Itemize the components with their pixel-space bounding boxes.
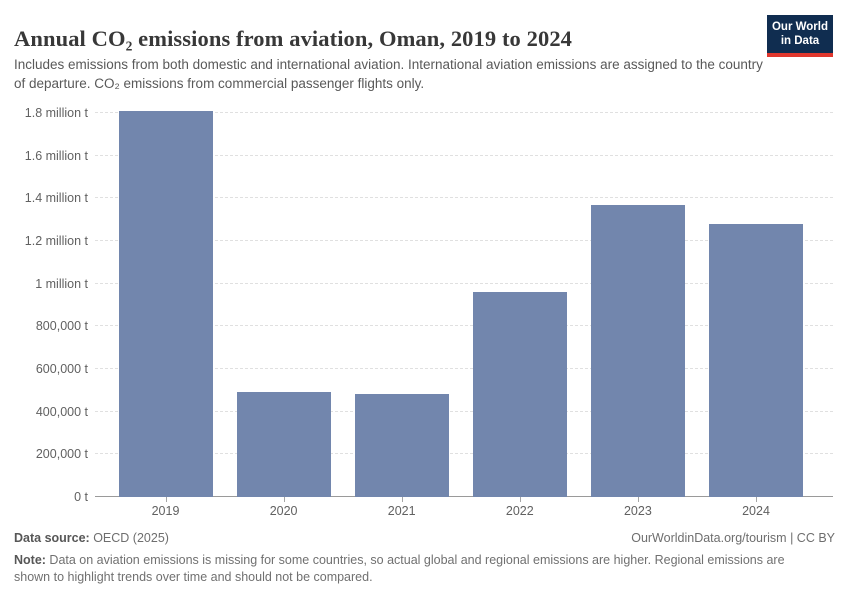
- owid-logo[interactable]: Our World in Data: [767, 15, 833, 57]
- x-axis-label: 2022: [505, 504, 534, 518]
- gridline: [95, 197, 833, 199]
- x-axis-line: [95, 496, 833, 497]
- y-axis-tick-label: 1.6 million t: [24, 148, 88, 163]
- gridline: [95, 453, 833, 455]
- y-axis-tick-label: 200,000 t: [35, 447, 88, 462]
- gridline: [95, 410, 833, 412]
- y-axis: 0 t 200,000 t 400,000 t 600,000 t 800,000 t 1…: [0, 106, 88, 504]
- gridline: [95, 240, 833, 241]
- y-axis-tick-label: 1.8 million t: [24, 106, 88, 120]
- logo-line-1: Our World: [771, 21, 828, 33]
- page-title: Annual CO₂ emissions from aviation, Oman…: [14, 26, 573, 52]
- bar-2022[interactable]: [472, 292, 567, 497]
- x-axis-tick: [283, 497, 285, 502]
- gridline: [95, 282, 833, 284]
- bar-2019[interactable]: [118, 110, 213, 497]
- y-axis-tick-label: 400,000 t: [35, 404, 88, 419]
- y-axis-tick-label: 600,000 t: [35, 362, 88, 376]
- data-source: Data source: OECD (2025): [14, 531, 169, 545]
- x-axis-label: 2024: [742, 504, 770, 518]
- y-axis-tick-label: 1.2 million t: [24, 234, 88, 248]
- gridline: [95, 368, 833, 369]
- chart-subtitle: Includes emissions from both domestic an…: [14, 57, 763, 92]
- bar-2021[interactable]: [354, 393, 449, 497]
- bar-2023[interactable]: [590, 204, 685, 497]
- note-label: Note:: [14, 553, 46, 567]
- footer-note: Note: Data on aviation emissions is miss…: [14, 552, 814, 587]
- note-text: Data on aviation emissions is missing fo…: [14, 553, 785, 585]
- y-axis-tick-label: 1 million t: [35, 276, 88, 291]
- credit-link[interactable]: OurWorldinData.org/tourism | CC BY: [631, 531, 835, 545]
- x-axis-tick: [519, 497, 521, 502]
- y-axis-tick-label: 0 t: [74, 490, 88, 504]
- x-axis-tick: [756, 497, 757, 502]
- data-source-label: Data source:: [14, 531, 90, 545]
- plot-area: 2019 2020 2021 2022 2023 2024: [95, 110, 833, 518]
- y-axis-tick-label: 800,000 t: [35, 319, 88, 334]
- y-axis-tick-label: 1.4 million t: [24, 191, 88, 206]
- footer-source-row: Data source: OECD (2025) OurWorldinData.…: [14, 531, 835, 545]
- x-axis-tick: [165, 497, 167, 502]
- x-axis-tick: [401, 497, 403, 502]
- data-source-value: OECD (2025): [89, 531, 169, 545]
- gridline: [95, 325, 833, 327]
- x-axis-label: 2020: [269, 504, 298, 518]
- gridline: [95, 112, 833, 113]
- x-axis-label: 2019: [151, 504, 180, 518]
- x-axis-tick: [637, 497, 639, 502]
- x-axis-label: 2021: [387, 504, 416, 518]
- bar-2020[interactable]: [236, 392, 331, 497]
- x-axis-label: 2023: [623, 504, 652, 518]
- gridline: [95, 154, 833, 156]
- logo-line-2: in Data: [780, 35, 820, 48]
- bar-2024[interactable]: [709, 223, 803, 497]
